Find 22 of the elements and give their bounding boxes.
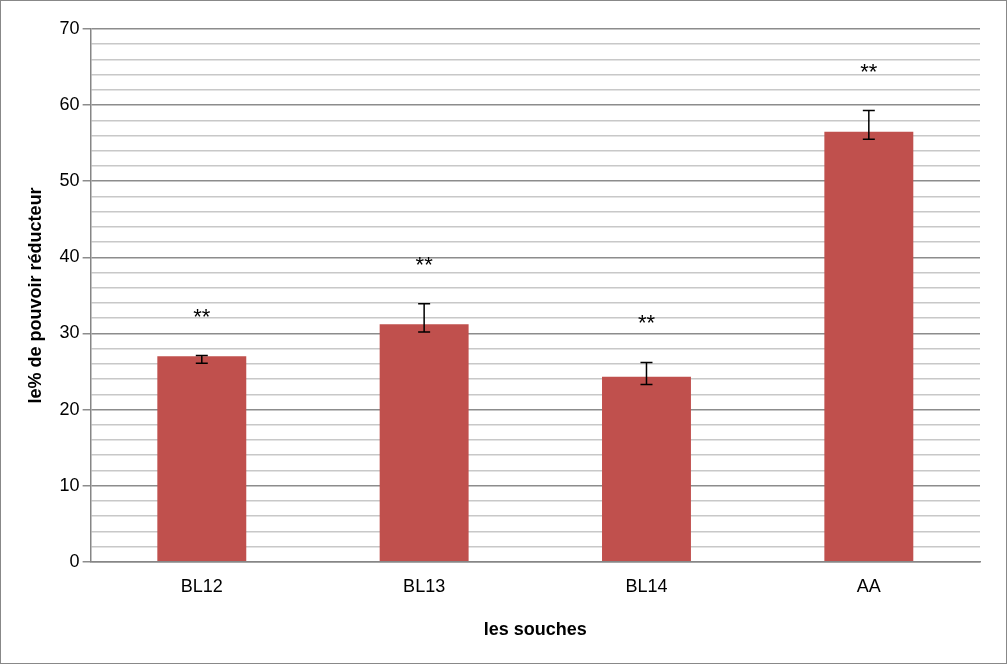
bar — [824, 131, 914, 562]
bar — [379, 324, 469, 562]
annotation: ** — [860, 58, 878, 84]
y-tick-label: 0 — [69, 550, 80, 571]
x-axis-title: les souches — [483, 619, 587, 640]
x-tick-label: BL13 — [403, 575, 446, 596]
y-tick-label: 30 — [59, 322, 80, 343]
y-tick-label: 60 — [59, 94, 80, 115]
x-tick-label: BL12 — [180, 575, 223, 596]
bar — [157, 356, 247, 562]
y-tick-label: 40 — [59, 246, 80, 267]
y-tick-label: 20 — [59, 398, 80, 419]
annotation: ** — [193, 303, 211, 329]
bar — [602, 376, 691, 562]
annotation: ** — [415, 251, 434, 277]
y-tick-label: 50 — [59, 170, 80, 191]
annotation: ** — [637, 310, 656, 336]
y-tick-label: 10 — [59, 474, 80, 495]
x-tick-label: AA — [856, 575, 881, 596]
x-tick-label: BL14 — [625, 575, 668, 596]
y-axis-title: le% de pouvoir réducteur — [24, 187, 45, 404]
y-tick-label: 70 — [59, 17, 80, 38]
